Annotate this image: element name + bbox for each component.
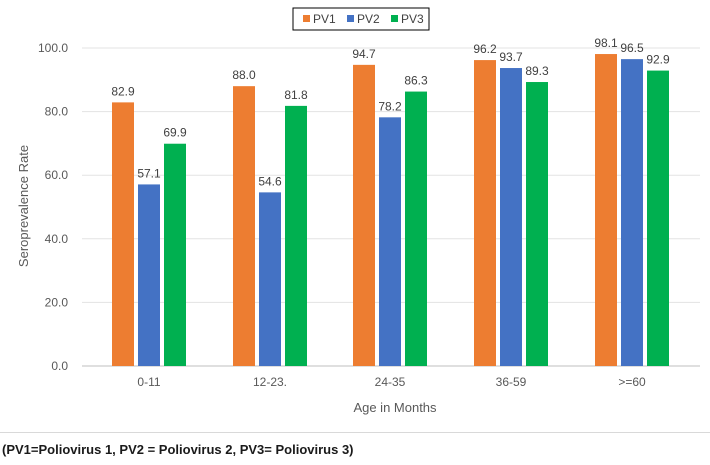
divider (0, 432, 710, 433)
legend-swatch-pv2 (347, 15, 354, 22)
bar-pv2-3 (500, 68, 522, 366)
bar-pv1-4 (595, 54, 617, 367)
x-tick-label: 24-35 (375, 375, 406, 389)
y-tick-label: 20.0 (45, 295, 69, 309)
bar-pv1-0 (112, 102, 134, 367)
data-label: 96.5 (620, 41, 644, 55)
bar-pv2-4 (621, 59, 643, 366)
data-label: 78.2 (378, 99, 402, 113)
legend-label-pv3: PV3 (401, 12, 424, 26)
data-label: 88.0 (232, 68, 256, 82)
y-tick-label: 80.0 (45, 105, 69, 119)
data-label: 94.7 (352, 47, 376, 61)
x-tick-label: 36-59 (496, 375, 527, 389)
legend-label-pv2: PV2 (357, 12, 380, 26)
chart-area: 0.0 20.0 40.0 60.0 80.0 100.0 82.9 57.1 69.9 88.… (16, 7, 700, 415)
x-axis-title: Age in Months (353, 400, 437, 415)
figure-caption: (PV1=Poliovirus 1, PV2 = Poliovirus 2, P… (2, 442, 354, 457)
bar-pv2-0 (138, 184, 160, 366)
y-tick-label: 40.0 (45, 232, 69, 246)
data-label: 82.9 (111, 84, 135, 98)
legend: PV1 PV2 PV3 (292, 7, 430, 31)
y-axis-title: Seroprevalence Rate (16, 145, 31, 267)
x-axis-ticks: 0-11 12-23. 24-35 36-59 >=60 (137, 375, 646, 389)
legend-box (292, 7, 430, 31)
data-label: 98.1 (594, 36, 618, 50)
x-tick-label: >=60 (618, 375, 646, 389)
y-tick-label: 100.0 (38, 41, 68, 55)
bar-chart: 0.0 20.0 40.0 60.0 80.0 100.0 82.9 57.1 69.9 88.… (16, 7, 700, 415)
bar-pv3-4 (647, 70, 669, 366)
data-label: 69.9 (163, 126, 187, 140)
bar-pv1-1 (233, 86, 255, 366)
y-tick-label: 0.0 (51, 359, 68, 373)
legend-swatch-pv1 (303, 15, 310, 22)
data-label: 93.7 (499, 50, 523, 64)
y-tick-label: 60.0 (45, 168, 69, 182)
data-label: 89.3 (525, 64, 549, 78)
bar-pv2-1 (259, 192, 281, 366)
bar-pv2-2 (379, 117, 401, 366)
bar-pv3-2 (405, 91, 427, 366)
data-label: 86.3 (404, 74, 428, 88)
data-label: 92.9 (646, 53, 670, 67)
bar-pv3-3 (526, 82, 548, 366)
data-labels: 82.9 57.1 69.9 88.0 54.6 81.8 94.7 78.286.3 96.2… (111, 36, 670, 188)
data-label: 57.1 (137, 166, 161, 180)
bar-pv3-1 (285, 105, 307, 366)
bars (112, 54, 669, 367)
legend-label-pv1: PV1 (313, 12, 336, 26)
y-axis-ticks: 0.0 20.0 40.0 60.0 80.0 100.0 (38, 41, 68, 373)
data-label: 81.8 (284, 88, 308, 102)
x-tick-label: 12-23. (253, 375, 287, 389)
x-tick-label: 0-11 (137, 375, 160, 389)
bar-pv1-2 (353, 64, 375, 366)
data-label: 96.2 (473, 42, 497, 56)
legend-swatch-pv3 (391, 15, 398, 22)
bar-pv1-3 (474, 60, 496, 367)
bar-pv3-0 (164, 143, 186, 366)
data-label: 54.6 (258, 174, 282, 188)
